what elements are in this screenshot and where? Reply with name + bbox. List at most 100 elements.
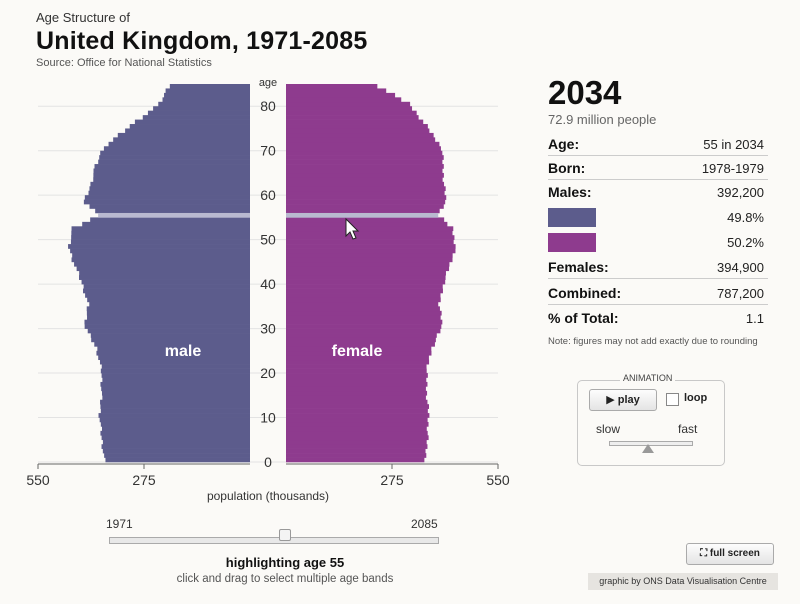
- bar-male: [91, 337, 251, 343]
- y-tick-label: 10: [260, 410, 276, 426]
- year-slider-handle[interactable]: [279, 529, 291, 541]
- bar-male: [85, 293, 251, 298]
- bar-female: [286, 284, 443, 289]
- x-tick-label: 550: [486, 472, 510, 488]
- highlight-status: highlighting age 55: [225, 555, 345, 570]
- bar-male: [72, 252, 250, 258]
- bar-female: [286, 248, 456, 254]
- stat-label: Born:: [548, 160, 586, 176]
- bar-female: [286, 155, 444, 160]
- bar-male: [129, 124, 250, 129]
- x-tick-label: 275: [380, 472, 404, 488]
- bar-female: [286, 341, 435, 347]
- stat-label: Males:: [548, 184, 592, 200]
- animation-title: ANIMATION: [620, 373, 676, 383]
- bar-female: [286, 235, 455, 240]
- bar-male: [101, 390, 251, 396]
- stat-label: Combined:: [548, 285, 622, 301]
- y-tick-label: 0: [264, 454, 272, 470]
- bar-male: [84, 324, 250, 329]
- bar-male: [100, 399, 250, 405]
- bar-male: [100, 381, 250, 387]
- bar-male: [89, 204, 250, 209]
- bar-female: [286, 124, 428, 129]
- bar-male: [97, 346, 250, 352]
- bar-male: [87, 328, 250, 334]
- bar-female: [286, 168, 443, 174]
- speed-fast-label: fast: [678, 422, 698, 436]
- bar-female: [286, 408, 428, 414]
- bar-female: [286, 257, 453, 263]
- bar-male: [70, 239, 250, 245]
- bar-female: [286, 297, 441, 303]
- stat-row-females: Females: 394,900: [548, 257, 768, 279]
- bar-male: [71, 257, 250, 263]
- bar-female: [286, 439, 427, 445]
- bar-female: [286, 110, 417, 116]
- bar-female: [286, 244, 456, 249]
- bar-male: [117, 132, 250, 138]
- bar-female: [286, 150, 443, 156]
- bar-female: [286, 421, 429, 427]
- bar-female: [286, 301, 439, 307]
- stat-row-male-share: 49.8%: [548, 207, 768, 229]
- female-bars[interactable]: [286, 84, 456, 463]
- stat-value: 787,200: [717, 286, 764, 301]
- bar-male: [86, 310, 250, 316]
- bar-female: [286, 288, 443, 294]
- current-year: 2034: [548, 74, 622, 111]
- stat-row-born: Born: 1978-1979: [548, 158, 768, 180]
- bar-female: [286, 84, 378, 89]
- y-tick-label: 60: [260, 187, 276, 203]
- bar-female: [286, 92, 396, 98]
- bar-male: [102, 439, 250, 445]
- population-axis: 550 275 275 550: [26, 463, 510, 488]
- full-screen-button[interactable]: ⛶ full screen: [686, 543, 774, 565]
- timeline-end-year: 2085: [411, 517, 438, 531]
- bar-female: [286, 315, 441, 320]
- bar-female: [286, 364, 427, 369]
- bar-male: [105, 457, 250, 463]
- drag-hint: click and drag to select multiple age ba…: [176, 573, 394, 585]
- bar-male: [71, 226, 250, 232]
- bar-female: [286, 377, 427, 383]
- bar-male: [165, 88, 250, 94]
- bar-male: [83, 288, 250, 294]
- bar-female: [286, 137, 436, 143]
- bar-female: [286, 159, 443, 165]
- male-color-swatch: [548, 208, 596, 227]
- bar-male: [102, 448, 250, 454]
- bar-male: [89, 301, 250, 307]
- year-slider-track[interactable]: [109, 537, 439, 544]
- y-tick-label: 20: [260, 365, 276, 381]
- bar-male: [142, 115, 250, 120]
- bar-male: [89, 186, 250, 192]
- bar-female: [286, 239, 454, 245]
- stat-value: 50.2%: [727, 235, 764, 250]
- bar-male: [104, 453, 250, 458]
- y-tick-label: 40: [260, 276, 276, 292]
- stat-value: 55 in 2034: [703, 137, 764, 152]
- bar-female: [286, 444, 428, 449]
- bar-female: [286, 261, 450, 267]
- speed-slider-handle[interactable]: [642, 444, 654, 453]
- male-bars[interactable]: [68, 84, 251, 463]
- bar-female: [286, 395, 426, 401]
- bar-male: [169, 84, 250, 89]
- highlighted-age-band: [98, 212, 439, 218]
- loop-checkbox[interactable]: [666, 393, 679, 406]
- bar-male: [153, 106, 250, 111]
- bar-male: [74, 261, 250, 267]
- bar-male: [98, 212, 250, 218]
- bar-female: [286, 101, 411, 107]
- bar-male: [99, 359, 250, 365]
- bar-male: [79, 275, 251, 280]
- bar-female: [286, 106, 413, 111]
- bar-female: [286, 390, 428, 396]
- y-tick-label: 80: [260, 98, 276, 114]
- bar-male: [100, 404, 250, 409]
- bar-male: [93, 172, 250, 178]
- bar-female: [286, 204, 444, 209]
- play-button[interactable]: ▶ play: [589, 389, 657, 411]
